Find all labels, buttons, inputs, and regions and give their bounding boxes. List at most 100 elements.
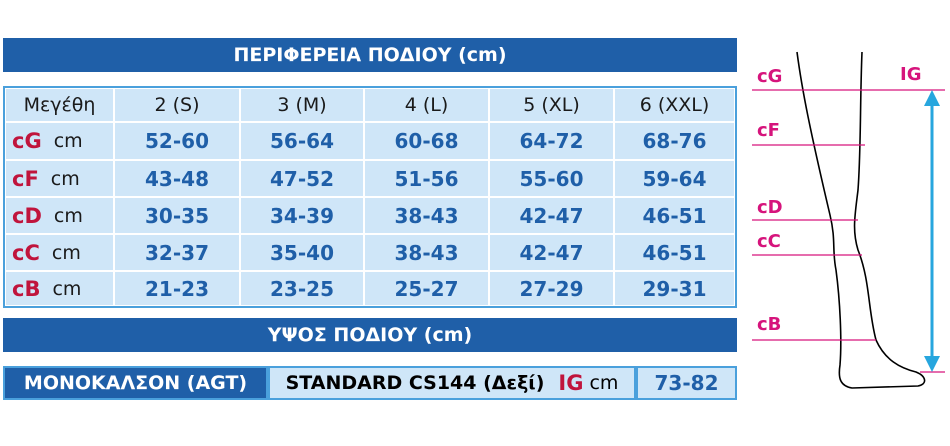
value: 42-47	[519, 240, 584, 265]
header-text: 5 (XL)	[523, 94, 580, 116]
measure-code: cD	[12, 203, 42, 228]
value-cell: 30-35	[114, 197, 240, 234]
value: 51-56	[394, 166, 459, 191]
label: cC	[757, 231, 781, 252]
measure-code: cC	[12, 240, 40, 265]
value: 27-29	[519, 276, 584, 301]
value: 34-39	[270, 203, 334, 228]
value-cell: 32-37	[114, 234, 240, 271]
value-cell: 25-27	[364, 271, 489, 306]
value-cell: 46-51	[614, 197, 735, 234]
value-cell: 42-47	[489, 197, 614, 234]
value-cell: 47-52	[240, 160, 364, 197]
subtitle-bar: ΥΨΟΣ ΠΟΔΙΟΥ (cm)	[3, 318, 737, 352]
value: 59-64	[642, 166, 707, 191]
value: 23-25	[270, 276, 334, 301]
header-text: 4 (L)	[404, 94, 449, 116]
value: 42-47	[519, 203, 584, 228]
value: 30-35	[145, 203, 209, 228]
value: 25-27	[394, 276, 459, 301]
value: 47-52	[270, 166, 334, 191]
value: 64-72	[519, 129, 584, 153]
label: cG	[757, 66, 782, 87]
value-cell: 60-68	[364, 122, 489, 160]
value-cell: 52-60	[114, 122, 240, 160]
value: 29-31	[642, 276, 707, 301]
product-cell: ΜΟΝΟΚΑΛΣΟΝ (AGT)	[3, 366, 268, 400]
label: IG	[900, 64, 921, 85]
value-cell: 34-39	[240, 197, 364, 234]
value-cell: 64-72	[489, 122, 614, 160]
value-cell: 29-31	[614, 271, 735, 306]
value: 38-43	[394, 240, 459, 265]
unit: cm	[52, 277, 82, 300]
header-text: 3 (M)	[277, 94, 327, 116]
arrow-head	[924, 356, 940, 372]
header-text: Μεγέθη	[23, 94, 96, 116]
measure-code: cG	[12, 129, 42, 153]
label: cB	[757, 314, 781, 335]
value-cell: 23-25	[240, 271, 364, 306]
title: ΠΕΡΙΦΕΡΕΙΑ ΠΟΔΙΟΥ (cm)	[233, 44, 507, 66]
value: 55-60	[519, 166, 584, 191]
row-label-cell: cD cm	[5, 197, 114, 234]
value-cell: 56-64	[240, 122, 364, 160]
size-table: Μεγέθη 2 (S) 3 (M) 4 (L) 5 (XL) 6 (XXL) cG cm 52…	[3, 86, 737, 308]
value: 68-76	[642, 129, 707, 153]
header-cell: 3 (M)	[240, 88, 364, 122]
value: 52-60	[145, 129, 209, 153]
row-label-cell: cF cm	[5, 160, 114, 197]
label: cD	[757, 197, 783, 218]
value-cell: 73-82	[636, 366, 737, 400]
value-cell: 51-56	[364, 160, 489, 197]
value: 35-40	[270, 240, 334, 265]
header-text: 6 (XXL)	[639, 94, 710, 116]
header-cell: 5 (XL)	[489, 88, 614, 122]
header-text: 2 (S)	[154, 94, 200, 116]
model: STANDARD CS144 (Δεξί)	[285, 372, 545, 394]
product: ΜΟΝΟΚΑΛΣΟΝ (AGT)	[23, 372, 248, 394]
header-cell: 6 (XXL)	[614, 88, 735, 122]
header-cell: 2 (S)	[114, 88, 240, 122]
value: 38-43	[394, 203, 459, 228]
subtitle: ΥΨΟΣ ΠΟΔΙΟΥ (cm)	[267, 324, 473, 346]
measure-code: cF	[12, 166, 39, 191]
value: 46-51	[642, 203, 707, 228]
title-bar: ΠΕΡΙΦΕΡΕΙΑ ΠΟΔΙΟΥ (cm)	[3, 38, 737, 72]
value-cell: 38-43	[364, 197, 489, 234]
leg-outline	[796, 51, 926, 389]
value: 46-51	[642, 240, 707, 265]
row-label-cell: cC cm	[5, 234, 114, 271]
value-cell: 35-40	[240, 234, 364, 271]
unit: cm	[50, 167, 80, 190]
row-label-cell: cB cm	[5, 271, 114, 306]
value-cell: 46-51	[614, 234, 735, 271]
value-cell: 21-23	[114, 271, 240, 306]
value: 32-37	[145, 240, 209, 265]
value-cell: 42-47	[489, 234, 614, 271]
header-cell: Μεγέθη	[5, 88, 114, 122]
code: IG	[558, 371, 584, 395]
value-cell: 68-76	[614, 122, 735, 160]
value-cell: 59-64	[614, 160, 735, 197]
unit: cm	[51, 241, 81, 264]
header-cell: 4 (L)	[364, 88, 489, 122]
label: cF	[757, 120, 780, 141]
value: 43-48	[145, 166, 209, 191]
value: 73-82	[654, 371, 719, 395]
model-cell: STANDARD CS144 (Δεξί) IG cm	[268, 366, 636, 400]
unit: cm	[53, 204, 83, 227]
unit: cm	[589, 372, 619, 394]
unit: cm	[53, 130, 83, 152]
measure-code: cB	[12, 276, 41, 301]
value: 56-64	[270, 129, 334, 153]
value-cell: 38-43	[364, 234, 489, 271]
value-cell: 55-60	[489, 160, 614, 197]
value-cell: 43-48	[114, 160, 240, 197]
leg-diagram: cG cF cD cC cB IG	[752, 51, 945, 389]
value: 60-68	[394, 129, 459, 153]
row-label-cell: cG cm	[5, 122, 114, 160]
value: 21-23	[145, 276, 209, 301]
arrow-head	[924, 90, 940, 106]
